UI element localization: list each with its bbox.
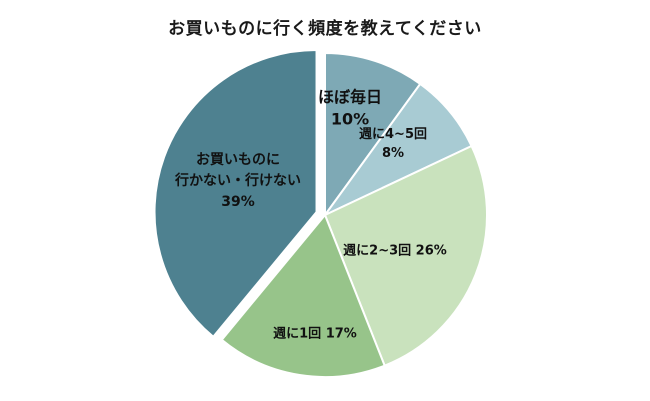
chart-title: お買いものに行く頻度を教えてください xyxy=(168,19,482,39)
slice-label-line: 週に4~5回 xyxy=(359,127,427,142)
slice-label-line: 行かない・行けない xyxy=(174,172,301,189)
slice-label-line: 8% xyxy=(382,146,404,161)
slice-label-line: 週に1回 17% xyxy=(273,327,357,342)
slice-label-line: 週に2~3回 26% xyxy=(343,244,447,259)
slice-label-2: 週に2~3回 26% xyxy=(343,244,447,259)
pie-slice-0 xyxy=(324,51,422,219)
pie-labels: ほぼ毎日 10%週に4~5回 8% 週に2~3回 26% 週に1回 17% お買いものに行… xyxy=(174,88,447,342)
slice-label-0: ほぼ毎日 10% xyxy=(318,88,382,129)
slice-label-line: 10% xyxy=(331,110,369,129)
slice-label-line: 39% xyxy=(221,194,255,210)
slice-label-line: ほぼ毎日 xyxy=(318,88,382,107)
slice-label-1: 週に4~5回 8% xyxy=(359,127,427,161)
pie-slices xyxy=(153,48,488,378)
slice-label-3: 週に1回 17% xyxy=(273,327,357,342)
pie-slice-4 xyxy=(153,48,318,339)
slice-label-4: お買いものに行かない・行けない 39% xyxy=(174,152,301,210)
pie-slice-2 xyxy=(323,144,488,367)
pie-slice-3 xyxy=(220,213,386,378)
slice-label-line: お買いものに xyxy=(196,152,280,168)
